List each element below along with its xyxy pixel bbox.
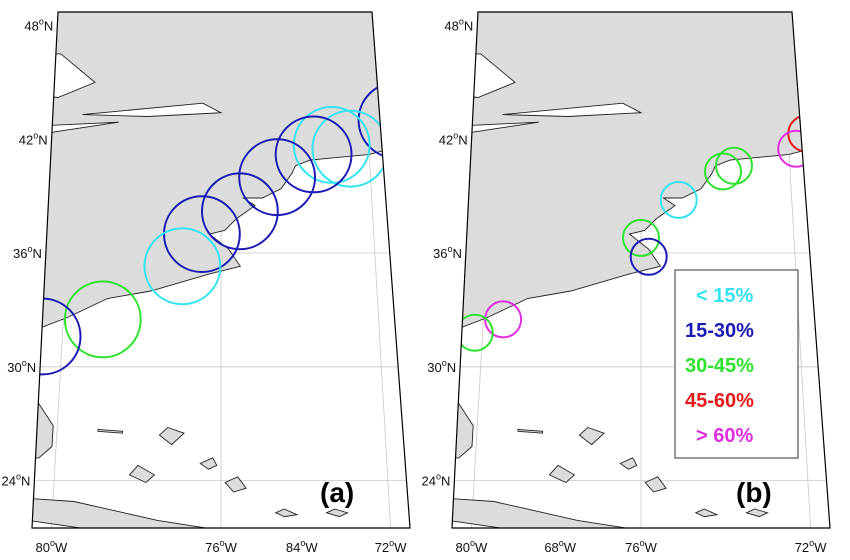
great-lake bbox=[32, 121, 119, 148]
station-circle bbox=[63, 280, 142, 359]
station-circle bbox=[622, 218, 660, 257]
longitude-label: 84oW bbox=[286, 538, 318, 555]
legend-item-15-30: 15-30% bbox=[685, 320, 754, 342]
great-lake bbox=[502, 102, 643, 117]
map-frame bbox=[31, 11, 411, 529]
island bbox=[199, 457, 218, 470]
island bbox=[224, 476, 247, 493]
legend-item-45-60: 45-60% bbox=[685, 390, 754, 412]
north-america-land bbox=[32, 12, 410, 461]
island bbox=[274, 508, 299, 518]
island bbox=[644, 476, 667, 493]
great-lake bbox=[82, 102, 223, 117]
legend-item-gt60: > 60% bbox=[696, 425, 753, 447]
great-lake bbox=[452, 121, 539, 148]
longitude-labels: 84oW 80oW 76oW 72oW 68oW bbox=[36, 538, 577, 555]
station-circle bbox=[704, 152, 742, 191]
station-circle bbox=[201, 172, 279, 251]
station-circle bbox=[143, 227, 222, 306]
legend-item-lt15: < 15% bbox=[696, 285, 753, 307]
latitude-label: 36oN bbox=[13, 244, 42, 261]
legend-item-30-45: 30-45% bbox=[685, 355, 754, 377]
island bbox=[128, 464, 156, 484]
longitude-label: 80oW bbox=[36, 538, 68, 555]
island bbox=[694, 508, 719, 518]
station-circle bbox=[715, 146, 753, 185]
island bbox=[325, 508, 349, 518]
station-circle bbox=[822, 93, 830, 132]
island bbox=[619, 457, 638, 470]
latitude-label: 24oN bbox=[2, 472, 31, 489]
legend: < 15% 15-30% 30-45% 45-60% > 60% bbox=[674, 269, 799, 459]
panel-label: (b) bbox=[736, 477, 772, 508]
latitude-label: 30oN bbox=[427, 358, 456, 375]
latitude-label: 48oN bbox=[24, 17, 53, 34]
longitude-label: 68oW bbox=[544, 538, 576, 555]
latitude-labels: 48oN 42oN 36oN 30oN 24oN bbox=[422, 17, 474, 489]
longitude-labels: 84oW 80oW 76oW 72oW 68oW bbox=[286, 538, 827, 555]
latitude-label: 24oN bbox=[422, 472, 451, 489]
latitude-label: 36oN bbox=[433, 244, 462, 261]
island bbox=[548, 464, 576, 484]
panel-label: (a) bbox=[320, 477, 354, 508]
island bbox=[578, 426, 605, 446]
station-circle bbox=[484, 300, 523, 339]
station-circle bbox=[629, 237, 668, 276]
station-circle bbox=[659, 180, 698, 219]
latitude-label: 30oN bbox=[7, 358, 36, 375]
legend-box bbox=[674, 269, 799, 459]
island bbox=[158, 426, 185, 446]
island bbox=[97, 428, 124, 434]
longitude-label: 72oW bbox=[795, 538, 827, 555]
map-frame bbox=[451, 11, 831, 529]
island bbox=[745, 508, 769, 518]
latitude-labels: 48oN 42oN 36oN 30oN 24oN bbox=[2, 17, 54, 489]
station-circle bbox=[292, 105, 371, 184]
station-circle bbox=[274, 115, 353, 194]
north-america-land bbox=[452, 12, 830, 461]
latitude-label: 42oN bbox=[19, 130, 48, 147]
longitude-label: 76oW bbox=[205, 538, 237, 555]
island bbox=[517, 428, 544, 434]
latitude-label: 42oN bbox=[439, 130, 468, 147]
longitude-label: 76oW bbox=[625, 538, 657, 555]
longitude-label: 72oW bbox=[375, 538, 407, 555]
longitude-label: 80oW bbox=[456, 538, 488, 555]
latitude-label: 48oN bbox=[444, 17, 473, 34]
